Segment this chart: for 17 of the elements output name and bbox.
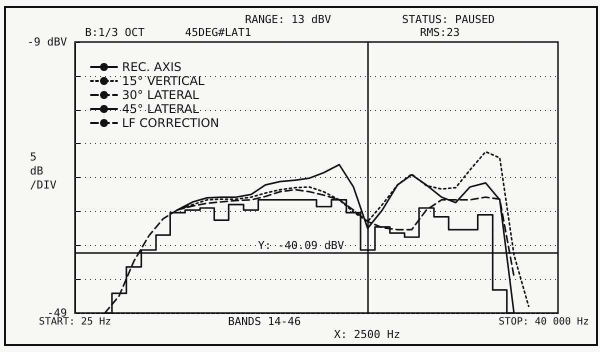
text: RANGE: 13 dBV xyxy=(245,13,332,26)
text: STATUS: PAUSED xyxy=(402,13,495,26)
legend-label: 30° LATERAL xyxy=(122,88,200,102)
legend-label: REC. AXIS xyxy=(122,60,182,74)
text: B:1/3 OCT xyxy=(85,26,145,39)
legend-label: LF CORRECTION xyxy=(122,116,220,130)
legend-label: 15° VERTICAL xyxy=(122,74,205,88)
legend-label: 45° LATERAL xyxy=(122,102,200,116)
y-tick-label: -9 dBV xyxy=(27,36,68,48)
ref-line-label: X: 2500 Hz xyxy=(334,328,400,341)
text: RMS:23 xyxy=(420,26,460,39)
ref-line-label: Y: -40.09 dBV xyxy=(258,239,344,252)
x-tick-label: STOP: 40 000 Hz xyxy=(498,316,589,328)
text: BANDS 14-46 xyxy=(228,315,301,328)
x-tick-label: START: 25 Hz xyxy=(38,316,112,328)
text: 45DEG#LAT1 xyxy=(185,26,252,39)
y-axis-title: 5 dB /DIV xyxy=(30,150,57,192)
